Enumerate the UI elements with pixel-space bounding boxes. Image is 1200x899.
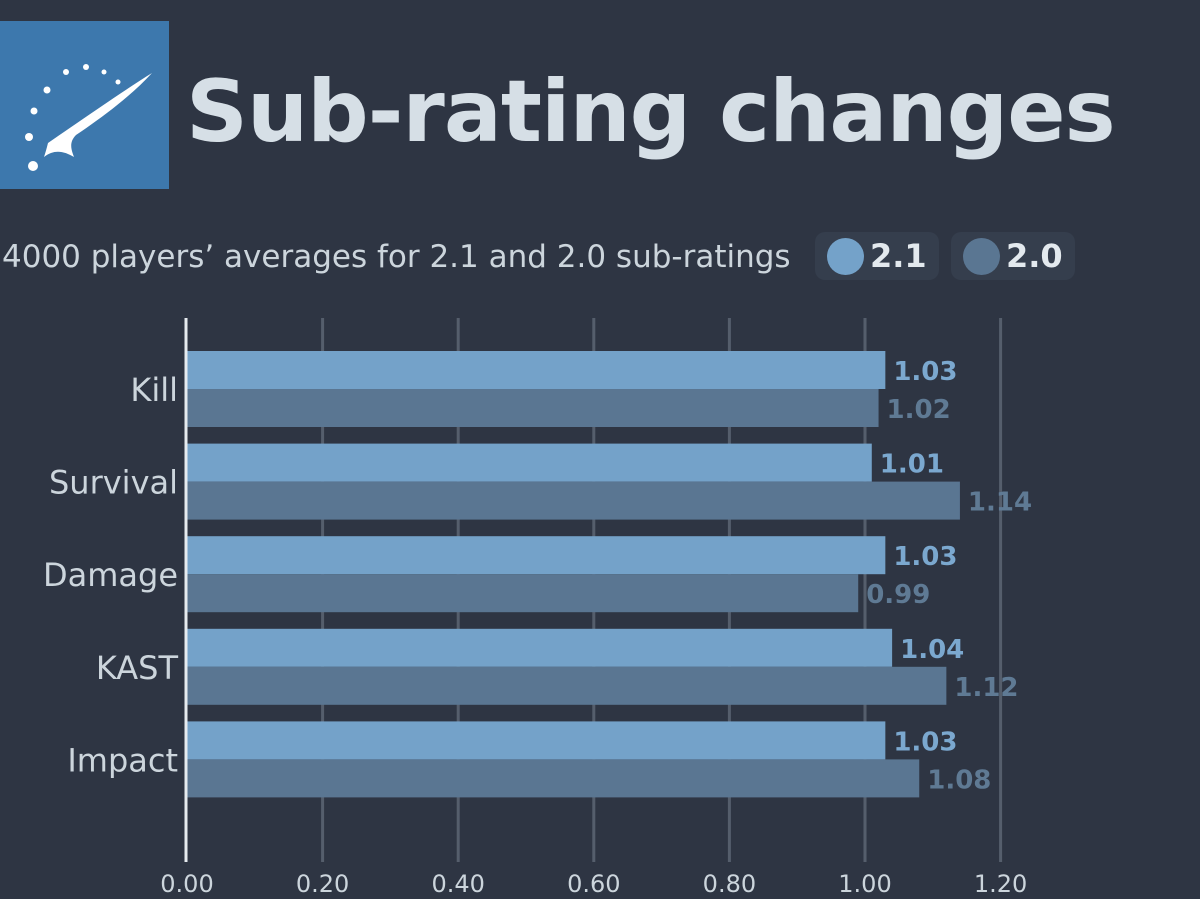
value-label-kill-2-1: 1.03 [893,357,957,387]
bar-damage-2-1 [187,536,886,575]
category-label-damage: Damage [43,556,178,594]
legend-label-2-0: 2.0 [1006,237,1063,275]
bar-impact-2-1 [187,721,886,760]
chart-subtitle: 4000 players’ averages for 2.1 and 2.0 s… [2,239,791,275]
value-label-impact-2-1: 1.03 [893,727,957,757]
bar-survival-2-0 [187,481,960,520]
value-label-kill-2-0: 1.02 [887,395,951,425]
value-label-damage-2-0: 0.99 [866,580,930,610]
bar-kast-2-0 [187,666,947,705]
bar-chart: 0.00 0.20 0.40 0.60 0.80 1.00 1.20 1.03 1.02 Kill… [43,318,1032,898]
bar-damage-2-0 [187,574,859,613]
x-tick-label-2: 0.40 [431,870,484,898]
category-label-impact: Impact [67,741,178,779]
legend-swatch-2-1 [827,237,864,275]
bar-kast-2-1 [187,628,893,667]
category-label-kill: Kill [130,371,178,409]
legend-item-2-0: 2.0 [951,232,1075,280]
value-label-impact-2-0: 1.08 [927,765,991,795]
x-tick-label-0: 0.00 [160,870,213,898]
legend-label-2-1: 2.1 [870,237,927,275]
bar-impact-2-0 [187,759,920,798]
value-label-survival-2-0: 1.14 [968,488,1032,518]
gauge-icon [25,64,152,171]
bar-kill-2-0 [187,389,879,427]
category-label-survival: Survival [49,464,178,502]
value-label-kast-2-0: 1.12 [954,673,1018,703]
x-tick-label-6: 1.20 [974,870,1027,898]
logo [0,21,169,189]
legend-item-2-1: 2.1 [815,232,939,280]
legend-swatch-2-0 [963,237,1000,275]
value-label-damage-2-1: 1.03 [893,542,957,572]
bar-kill-2-1 [187,351,886,389]
x-tick-label-4: 0.80 [703,870,756,898]
page-title: Sub-rating changes [186,62,1116,162]
category-label-kast: KAST [96,649,179,687]
value-label-kast-2-1: 1.04 [900,635,964,665]
bar-survival-2-1 [187,443,872,482]
x-tick-label-1: 0.20 [296,870,349,898]
value-label-survival-2-1: 1.01 [880,450,944,480]
x-tick-label-3: 0.60 [567,870,620,898]
x-tick-label-5: 1.00 [838,870,891,898]
